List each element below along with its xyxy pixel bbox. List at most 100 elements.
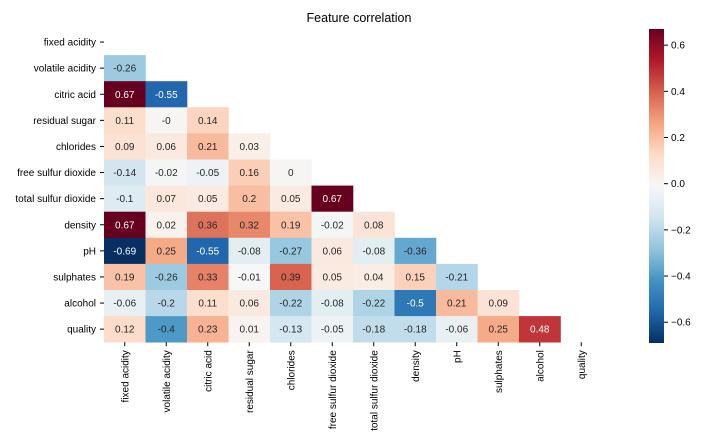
heatmap-cell <box>145 107 188 134</box>
heatmap-cell <box>187 211 229 239</box>
cell-value-label: -0.26 <box>155 272 178 283</box>
heatmap-cell <box>104 211 146 239</box>
heatmap-cell <box>394 263 437 291</box>
cell-value-label: 0.12 <box>115 325 135 336</box>
heatmap-cell <box>145 159 188 186</box>
column-label: volatile acidity <box>162 350 173 412</box>
heatmap-cell <box>145 133 188 160</box>
heatmap-cell <box>270 237 312 265</box>
cell-value-label: -0.08 <box>362 246 385 257</box>
heatmap-cell <box>187 185 229 212</box>
cell-value-label: 0.21 <box>447 299 467 310</box>
cell-value-label: -0.06 <box>445 325 468 336</box>
column-label: quality <box>577 350 588 379</box>
cell-value-label: -0.4 <box>158 325 176 336</box>
heatmap-cell <box>145 237 188 265</box>
row-labels: fixed acidity volatile acidity citric acid… <box>15 38 104 336</box>
heatmap-cell <box>187 263 229 291</box>
cell-value-label: -0.18 <box>362 325 385 336</box>
cell-value-label: -0.08 <box>321 299 344 310</box>
heatmap-cell <box>187 107 229 134</box>
row-label: free sulfur dioxide <box>17 168 96 179</box>
heatmap-cell <box>311 316 354 343</box>
heatmap-cell <box>104 237 146 265</box>
heatmap-cell <box>145 263 188 291</box>
heatmap-cell <box>394 237 437 265</box>
cell-value-label: 0.32 <box>240 220 260 231</box>
heatmap-cell <box>270 263 312 291</box>
heatmap-cell <box>228 263 271 291</box>
heatmap-cell <box>270 211 312 239</box>
row-label: chlorides <box>56 142 96 153</box>
heatmap-cell <box>436 316 478 343</box>
cell-value-label: 0.16 <box>240 168 260 179</box>
heatmap-cell <box>353 237 395 265</box>
column-label: sulphates <box>494 350 505 393</box>
heatmap-cell <box>270 290 312 317</box>
cell-value-label: -0 <box>162 116 171 127</box>
heatmap-cell <box>187 316 229 343</box>
cell-value-label: -0.05 <box>321 325 344 336</box>
row-label: residual sugar <box>33 116 96 127</box>
cell-value-label: 0.19 <box>281 220 301 231</box>
heatmap-cell <box>477 290 520 317</box>
column-label: total sulfur dioxide <box>369 350 380 431</box>
cell-value-label: 0.04 <box>364 272 384 283</box>
colorbar-tick-label: 0.2 <box>671 133 685 144</box>
colorbar: 0.6 0.4 0.2 0.0 −0.2 −0.4 −0.6 <box>649 29 691 343</box>
heatmap-cell <box>228 290 271 317</box>
cell-value-label: 0.01 <box>240 325 260 336</box>
heatmap-cell <box>311 237 354 265</box>
heatmap-cell <box>519 316 561 343</box>
cell-value-label: -0.55 <box>196 246 219 257</box>
column-label: citric acid <box>203 350 214 392</box>
heatmap-cell <box>228 211 271 239</box>
row-label: alcohol <box>64 299 96 310</box>
cell-value-label: -0.21 <box>445 272 468 283</box>
colorbar-tick-label: −0.4 <box>671 272 691 283</box>
heatmap-cell <box>270 185 312 212</box>
cell-value-label: -0.08 <box>238 246 261 257</box>
cell-value-label: 0.36 <box>198 220 218 231</box>
cell-value-label: -0.1 <box>116 194 134 205</box>
cell-value-label: -0.18 <box>404 325 427 336</box>
heatmap-cell <box>311 185 354 212</box>
heatmap-cell <box>145 81 188 108</box>
colorbar-tick-label: 0.4 <box>671 87 685 98</box>
heatmap-cell <box>353 316 395 343</box>
heatmap-cell <box>270 316 312 343</box>
chart-title: Feature correlation <box>307 11 412 25</box>
cell-value-label: 0.39 <box>281 272 301 283</box>
cell-value-label: -0.5 <box>407 299 425 310</box>
heatmap-cell <box>187 133 229 160</box>
heatmap-cell <box>104 185 146 212</box>
heatmap-cell <box>311 263 354 291</box>
cell-value-label: 0.06 <box>157 142 177 153</box>
cell-value-label: -0.06 <box>113 299 136 310</box>
cell-value-label: 0.25 <box>489 325 509 336</box>
column-label: residual sugar <box>245 350 256 413</box>
heatmap-cell <box>187 237 229 265</box>
column-label: alcohol <box>535 350 546 382</box>
heatmap-cells: -0.26 0.67 -0.55 0.11 -0 0.14 0.09 0.06 0.21 0.03… <box>104 55 561 343</box>
heatmap-cell <box>104 159 146 186</box>
cell-value-label: -0.27 <box>279 246 302 257</box>
row-label: fixed acidity <box>44 38 96 49</box>
row-label: sulphates <box>53 272 96 283</box>
heatmap-cell <box>353 290 395 317</box>
heatmap-cell <box>187 159 229 186</box>
cell-value-label: 0.07 <box>157 194 177 205</box>
heatmap-cell <box>145 185 188 212</box>
cell-value-label: 0.03 <box>240 142 260 153</box>
cell-value-label: -0.2 <box>158 299 176 310</box>
cell-value-label: 0.09 <box>489 299 509 310</box>
cell-value-label: 0.06 <box>323 246 343 257</box>
cell-value-label: 0.21 <box>198 142 218 153</box>
cell-value-label: 0.05 <box>281 194 301 205</box>
heatmap-cell <box>311 211 354 239</box>
row-label: citric acid <box>54 90 96 101</box>
heatmap-cell <box>104 263 146 291</box>
heatmap-cell <box>353 263 395 291</box>
cell-value-label: 0.15 <box>406 272 426 283</box>
